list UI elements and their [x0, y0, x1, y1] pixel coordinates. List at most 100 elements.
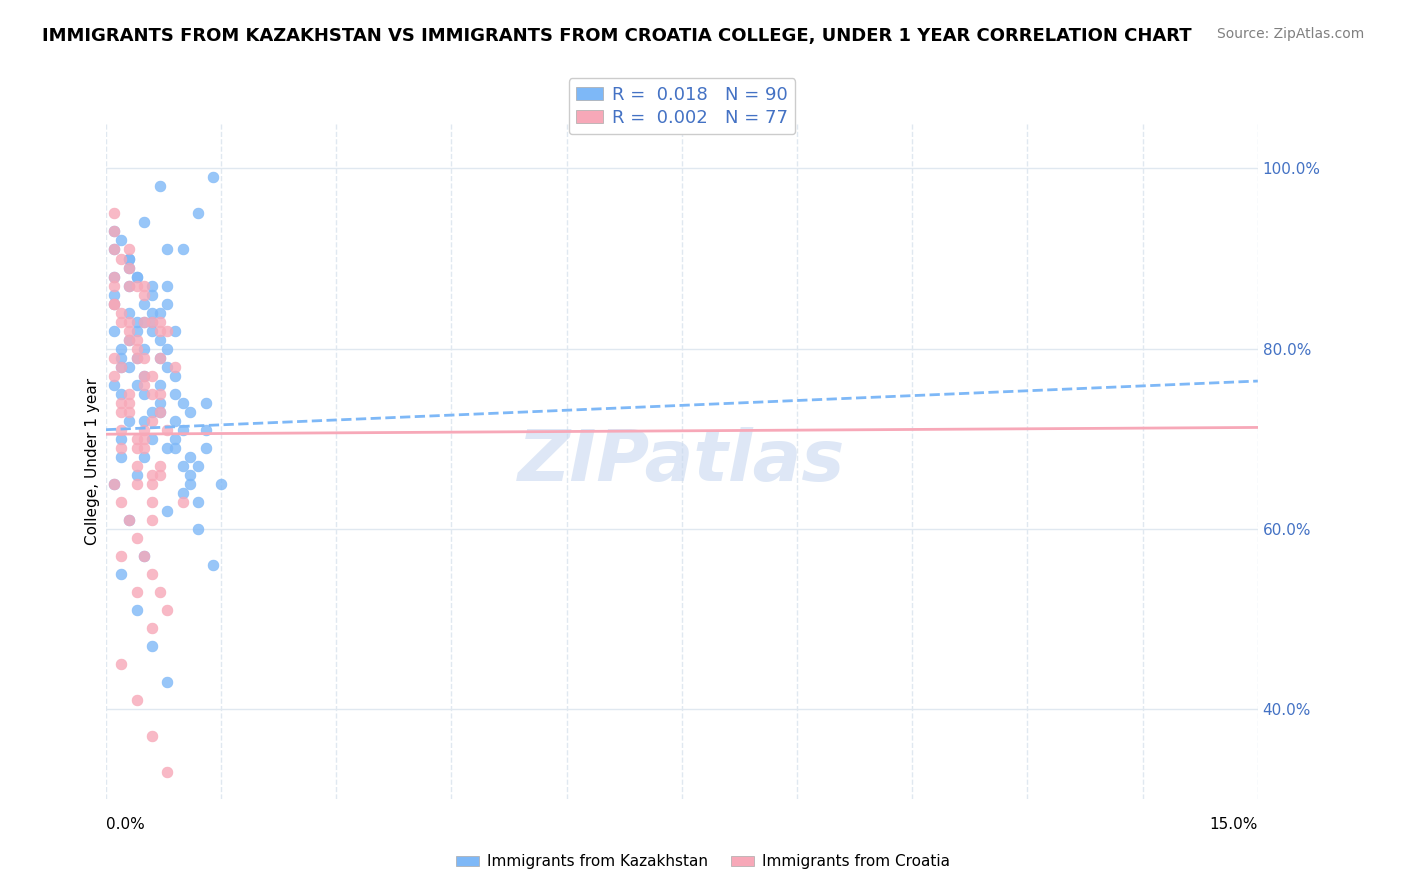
- Point: [103, 296, 125, 310]
- Point: [194, 441, 217, 455]
- Point: [172, 395, 194, 409]
- Point: [141, 315, 163, 329]
- Point: [110, 441, 132, 455]
- Point: [118, 278, 141, 293]
- Point: [149, 467, 172, 482]
- Point: [141, 278, 163, 293]
- Point: [125, 458, 148, 473]
- Point: [103, 287, 125, 301]
- Point: [163, 414, 186, 428]
- Point: [134, 450, 156, 464]
- Point: [187, 206, 209, 220]
- Point: [125, 333, 148, 347]
- Point: [163, 386, 186, 401]
- Point: [149, 377, 172, 392]
- Point: [103, 324, 125, 338]
- Text: 15.0%: 15.0%: [1209, 817, 1258, 832]
- Point: [110, 386, 132, 401]
- Legend: R =  0.018   N = 90, R =  0.002   N = 77: R = 0.018 N = 90, R = 0.002 N = 77: [568, 78, 796, 134]
- Point: [149, 395, 172, 409]
- Point: [141, 414, 163, 428]
- Point: [141, 513, 163, 527]
- Point: [118, 405, 141, 419]
- Point: [149, 315, 172, 329]
- Point: [156, 296, 179, 310]
- Point: [134, 386, 156, 401]
- Point: [134, 432, 156, 446]
- Text: IMMIGRANTS FROM KAZAKHSTAN VS IMMIGRANTS FROM CROATIA COLLEGE, UNDER 1 YEAR CORR: IMMIGRANTS FROM KAZAKHSTAN VS IMMIGRANTS…: [42, 27, 1192, 45]
- Point: [110, 315, 132, 329]
- Point: [141, 287, 163, 301]
- Point: [141, 432, 163, 446]
- Point: [149, 405, 172, 419]
- Point: [118, 513, 141, 527]
- Point: [141, 566, 163, 581]
- Point: [163, 368, 186, 383]
- Point: [125, 585, 148, 599]
- Point: [149, 333, 172, 347]
- Point: [118, 333, 141, 347]
- Point: [125, 467, 148, 482]
- Point: [103, 206, 125, 220]
- Point: [141, 467, 163, 482]
- Point: [103, 368, 125, 383]
- Point: [141, 405, 163, 419]
- Point: [141, 315, 163, 329]
- Text: ZIPatlas: ZIPatlas: [519, 426, 845, 496]
- Point: [118, 252, 141, 266]
- Legend: Immigrants from Kazakhstan, Immigrants from Croatia: Immigrants from Kazakhstan, Immigrants f…: [450, 848, 956, 875]
- Point: [194, 395, 217, 409]
- Point: [149, 324, 172, 338]
- Point: [134, 377, 156, 392]
- Point: [118, 359, 141, 374]
- Point: [156, 324, 179, 338]
- Point: [110, 359, 132, 374]
- Point: [156, 278, 179, 293]
- Point: [118, 252, 141, 266]
- Point: [172, 458, 194, 473]
- Point: [141, 386, 163, 401]
- Point: [110, 305, 132, 319]
- Point: [118, 260, 141, 275]
- Point: [172, 485, 194, 500]
- Point: [118, 414, 141, 428]
- Point: [187, 495, 209, 509]
- Y-axis label: College, Under 1 year: College, Under 1 year: [86, 377, 100, 545]
- Point: [149, 305, 172, 319]
- Point: [125, 531, 148, 545]
- Point: [156, 441, 179, 455]
- Text: 0.0%: 0.0%: [105, 817, 145, 832]
- Point: [125, 432, 148, 446]
- Point: [103, 225, 125, 239]
- Point: [125, 324, 148, 338]
- Point: [134, 368, 156, 383]
- Point: [134, 296, 156, 310]
- Point: [163, 441, 186, 455]
- Point: [103, 296, 125, 310]
- Point: [110, 423, 132, 437]
- Point: [187, 458, 209, 473]
- Point: [125, 278, 148, 293]
- Point: [118, 305, 141, 319]
- Point: [187, 522, 209, 536]
- Point: [125, 377, 148, 392]
- Point: [118, 386, 141, 401]
- Point: [141, 305, 163, 319]
- Point: [156, 423, 179, 437]
- Point: [110, 432, 132, 446]
- Point: [141, 621, 163, 635]
- Point: [141, 729, 163, 743]
- Point: [141, 476, 163, 491]
- Point: [202, 558, 225, 572]
- Point: [141, 495, 163, 509]
- Point: [149, 179, 172, 194]
- Point: [110, 657, 132, 671]
- Point: [103, 243, 125, 257]
- Point: [110, 351, 132, 365]
- Point: [134, 278, 156, 293]
- Point: [163, 324, 186, 338]
- Text: Source: ZipAtlas.com: Source: ZipAtlas.com: [1216, 27, 1364, 41]
- Point: [209, 476, 232, 491]
- Point: [156, 342, 179, 356]
- Point: [172, 243, 194, 257]
